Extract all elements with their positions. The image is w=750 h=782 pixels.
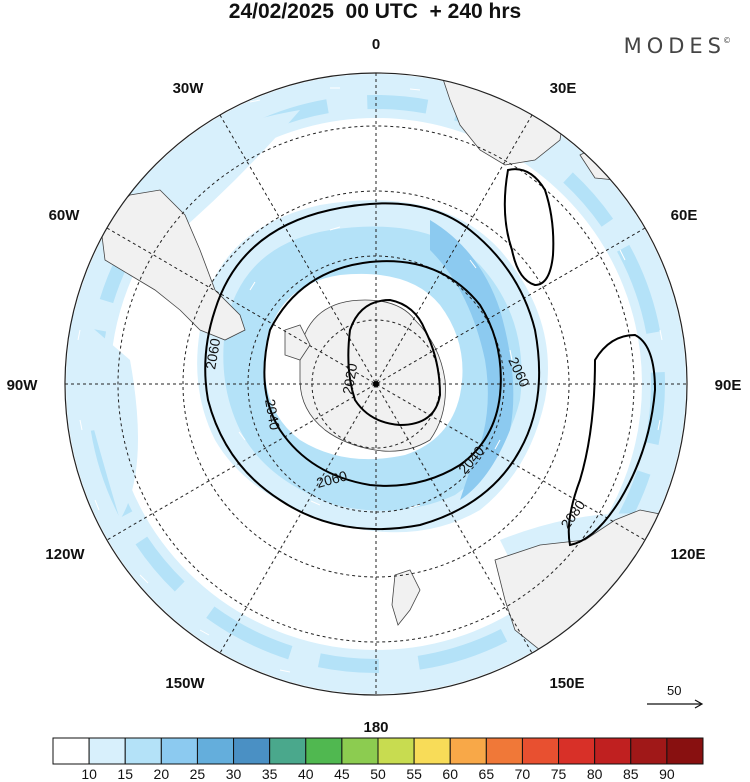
color-scale-tick-label: 45 [334,766,350,782]
land-new-zealand [391,569,421,626]
lon-label-90w: 90W [7,377,39,394]
lon-label-60e: 60E [671,207,698,224]
color-scale-tick-label: 10 [81,766,97,782]
land-antarctic-peninsula [284,324,311,361]
color-scale-swatch [413,737,451,765]
color-scale-tick-label: 55 [406,766,422,782]
land-antarctica [299,299,446,452]
lon-label-0: 0 [372,36,380,53]
color-scale-tick-label: 20 [153,766,170,782]
meridians [65,73,687,695]
color-scale-swatch [485,737,523,765]
color-scale-swatch [124,737,162,765]
color-scale-swatch [233,737,271,765]
color-scale-tick-label: 65 [478,766,495,782]
brand-text: MODES [623,34,726,58]
lon-label-120w: 120W [45,546,85,563]
contour-2080-line [567,333,657,547]
color-scale-tick-label: 90 [659,766,675,782]
color-scale-swatch [88,737,126,765]
color-scale-swatch [269,737,307,765]
color-scale-swatch [196,737,235,765]
pole-marker [373,381,379,387]
contour-label: 2020 [339,362,360,396]
lon-label-180: 180 [363,719,388,736]
color-scale-tick-label: 70 [514,766,531,782]
map-boundary [64,72,688,696]
color-scale-swatch [341,737,379,765]
color-scale-tick-label: 25 [189,766,206,782]
color-scale-tick-label: 15 [117,766,133,782]
brand-logo: MODES© [624,34,734,58]
color-scale-tick-label: 30 [225,766,242,782]
color-scale-swatch [666,737,704,765]
lon-label-150e: 150E [549,675,584,692]
land-south-america [99,189,246,341]
color-scale-swatch [377,737,415,765]
color-scale-swatch [52,737,90,765]
lon-label-150w: 150W [165,675,205,692]
color-scale-tick-label: 85 [622,766,639,782]
height-contours [204,168,657,547]
lon-label-30e: 30E [550,80,577,97]
lon-label-120e: 120E [670,546,705,563]
color-scale-swatch [160,737,198,765]
contour-2040-line [263,260,502,487]
wind-patch [65,300,138,520]
map-title: 24/02/2025 00 UTC + 240 hrs [228,0,522,23]
color-scale-swatch [449,737,487,765]
color-scale-swatch [630,737,668,765]
color-scale-swatch [558,737,596,765]
color-scale-tick-label: 60 [442,766,458,782]
contour-2020-line [347,298,442,427]
contour-2060-line [204,202,541,531]
color-scale-tick-label: 80 [586,766,603,782]
color-scale-tick-label: 75 [550,766,567,782]
color-scale [52,737,704,765]
jet-max [430,220,514,500]
color-scale-tick-label: 35 [261,766,278,782]
lon-label-30w: 30W [173,80,205,97]
color-scale-swatch [305,737,343,765]
lon-label-60w: 60W [49,207,81,224]
contour-label: 2060 [315,467,349,491]
lon-label-90e: 90E [715,377,742,394]
color-scale-tick-label: 40 [297,766,314,782]
contour-2060-closed [503,168,555,287]
color-scale-swatch [521,737,560,765]
vector-reference-label: 50 [667,683,682,698]
contour-label: 2040 [262,398,283,432]
color-scale-tick-label: 50 [370,766,386,782]
color-scale-swatch [594,737,632,765]
contour-label: 2060 [202,337,223,371]
brand-mark: © [723,36,731,45]
vector-reference-arrow [647,699,704,709]
